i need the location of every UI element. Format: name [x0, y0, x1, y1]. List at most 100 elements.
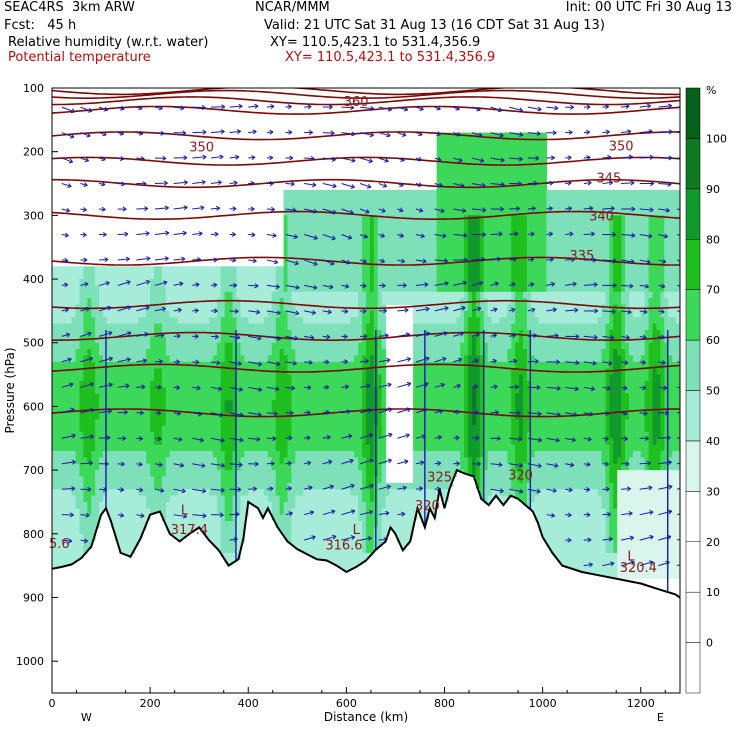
wind-vector [676, 233, 680, 236]
wind-arrowhead [119, 487, 125, 493]
wind-arrowhead [220, 462, 226, 468]
wind-arrowhead [181, 256, 186, 262]
wind-arrowhead [120, 461, 125, 467]
wind-arrowhead [367, 408, 372, 414]
wind-vector [248, 437, 261, 441]
wind-vector [397, 259, 405, 263]
wind-arrowhead [531, 307, 536, 313]
wind-arrowhead [661, 360, 666, 365]
wind-arrowhead [649, 534, 654, 540]
wind-arrowhead [202, 129, 207, 135]
wind-arrowhead [518, 156, 523, 162]
wind-vector [266, 105, 275, 108]
wind-vector [154, 232, 169, 235]
wind-arrowhead [292, 207, 297, 213]
wind-vector [602, 361, 613, 365]
wind-vector [192, 514, 207, 517]
wind-arrowhead [306, 435, 311, 441]
wind-vector [229, 513, 240, 516]
wind-arrowhead [641, 359, 646, 365]
wind-vector [583, 386, 595, 390]
wind-arrowhead [329, 484, 334, 490]
wind-vector [676, 513, 680, 516]
wind-arrowhead [550, 281, 556, 287]
wind-arrowhead [176, 333, 181, 339]
wind-arrowhead [250, 180, 255, 186]
wind-vector [61, 539, 72, 542]
wind-vector [676, 437, 680, 439]
wind-vector [341, 132, 356, 135]
wind-arrowhead [418, 207, 424, 213]
wind-arrowhead [587, 180, 592, 186]
wind-arrowhead [83, 257, 88, 263]
wind-arrowhead [604, 104, 609, 110]
wind-arrowhead [530, 257, 535, 263]
wind-arrowhead [461, 208, 467, 214]
wind-arrowhead [237, 486, 242, 492]
wind-arrowhead [236, 334, 241, 340]
wind-arrowhead [178, 436, 183, 442]
wind-vector [192, 386, 201, 389]
wind-vector [621, 335, 630, 339]
wind-vector [173, 106, 185, 109]
wind-vector [658, 535, 671, 541]
wind-arrowhead [574, 307, 579, 313]
wind-vector [583, 412, 594, 416]
wind-arrowhead [67, 183, 72, 188]
wind-vector [61, 308, 69, 312]
wind-arrowhead [307, 104, 312, 110]
wind-vector [192, 463, 206, 467]
colorbar-unit: % [706, 84, 716, 97]
wind-arrowhead [444, 281, 449, 287]
wind-arrowhead [103, 106, 109, 112]
wind-arrowhead [534, 358, 539, 364]
wind-arrowhead [346, 259, 351, 265]
wind-vector [192, 232, 203, 235]
wind-arrowhead [164, 205, 169, 211]
wind-vector [322, 132, 335, 134]
wind-arrowhead [592, 257, 597, 263]
wind-vector [621, 437, 628, 440]
wind-arrowhead [295, 310, 300, 316]
wind-arrowhead [627, 129, 632, 135]
theta-label: 350 [189, 141, 214, 156]
wind-arrowhead [556, 359, 560, 365]
wind-vector [117, 306, 132, 312]
wind-arrowhead [604, 436, 609, 442]
wind-arrowhead [276, 310, 281, 316]
wind-arrowhead [254, 103, 259, 109]
wind-vector [639, 335, 647, 339]
theta-label: 5.6 [49, 537, 70, 552]
wind-arrowhead [388, 432, 393, 438]
wind-arrowhead [216, 360, 221, 366]
wind-arrowhead [176, 359, 180, 365]
wind-arrowhead [548, 231, 553, 237]
wind-vector [210, 437, 225, 442]
wind-arrowhead [536, 131, 541, 137]
wind-vector [490, 106, 503, 112]
wind-arrowhead [306, 410, 311, 416]
wind-vector [546, 233, 553, 235]
wind-arrowhead [549, 257, 554, 263]
wind-vector [509, 207, 520, 210]
wind-arrowhead [138, 436, 143, 442]
wind-vector [98, 132, 107, 136]
wind-vector [154, 488, 164, 492]
wind-vector [527, 233, 535, 235]
wind-arrowhead [481, 182, 486, 188]
wind-arrowhead [366, 383, 371, 389]
wind-arrowhead [235, 154, 240, 160]
wind-vector [378, 512, 390, 516]
wind-vector [341, 284, 350, 288]
wind-vector [322, 535, 337, 541]
wind-arrowhead [610, 205, 615, 211]
wind-arrowhead [531, 206, 536, 212]
wind-vector [490, 488, 504, 492]
wind-vector [602, 437, 609, 440]
wind-vector [658, 510, 672, 516]
wind-vector [248, 335, 262, 340]
wind-vector [341, 510, 356, 516]
wind-arrowhead [386, 484, 391, 490]
wind-vector [192, 412, 202, 416]
wind-vector [415, 357, 430, 363]
